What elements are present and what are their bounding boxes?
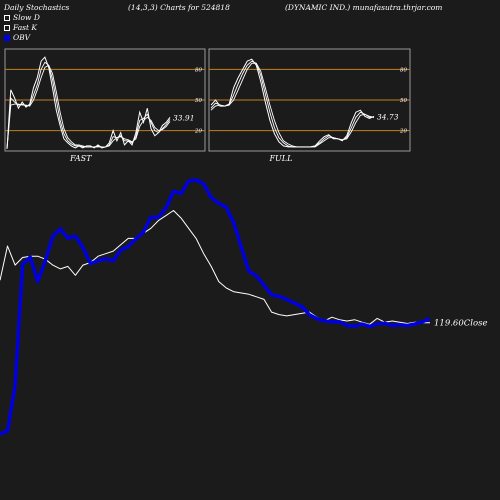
legend-item-obv: OBV xyxy=(4,33,30,42)
stoch-line-fast-2 xyxy=(6,64,171,150)
legend-item-slow-d: Slow D xyxy=(4,13,40,22)
legend-swatch-slow-d xyxy=(4,14,10,21)
level-label-fast-80: 80 xyxy=(195,67,202,73)
last-value-label-full: 34.73 xyxy=(377,112,399,121)
last-price-label: 119.60Close xyxy=(434,319,487,329)
header-title: Daily Stochastics xyxy=(4,3,70,12)
level-label-full-20: 20 xyxy=(399,129,407,135)
legend-label-obv: OBV xyxy=(13,33,31,42)
level-label-fast-50: 50 xyxy=(195,98,202,104)
level-label-full-50: 50 xyxy=(400,98,407,104)
header-source: (DYNAMIC IND.) munafasutra.thrjar.com xyxy=(285,3,443,12)
price-line xyxy=(0,210,430,325)
level-label-full-80: 80 xyxy=(400,67,407,73)
legend-label-fast-k: Fast K xyxy=(13,23,38,32)
legend-swatch-fast-k xyxy=(4,24,10,31)
level-label-fast-20: 20 xyxy=(194,129,202,135)
panel-xlabel-fast: FAST xyxy=(69,154,92,163)
panel-xlabel-full: FULL xyxy=(269,154,293,163)
legend-label-slow-d: Slow D xyxy=(13,13,40,22)
last-value-label-fast: 33.91 xyxy=(173,113,194,122)
stoch-line-full-1 xyxy=(210,60,374,148)
legend-item-fast-k: Fast K xyxy=(4,23,37,32)
obv-line xyxy=(0,178,431,436)
legend-swatch-obv xyxy=(4,34,10,41)
header-params: (14,3,3) Charts for 524818 xyxy=(128,3,230,12)
stoch-line-full-2 xyxy=(210,62,375,148)
